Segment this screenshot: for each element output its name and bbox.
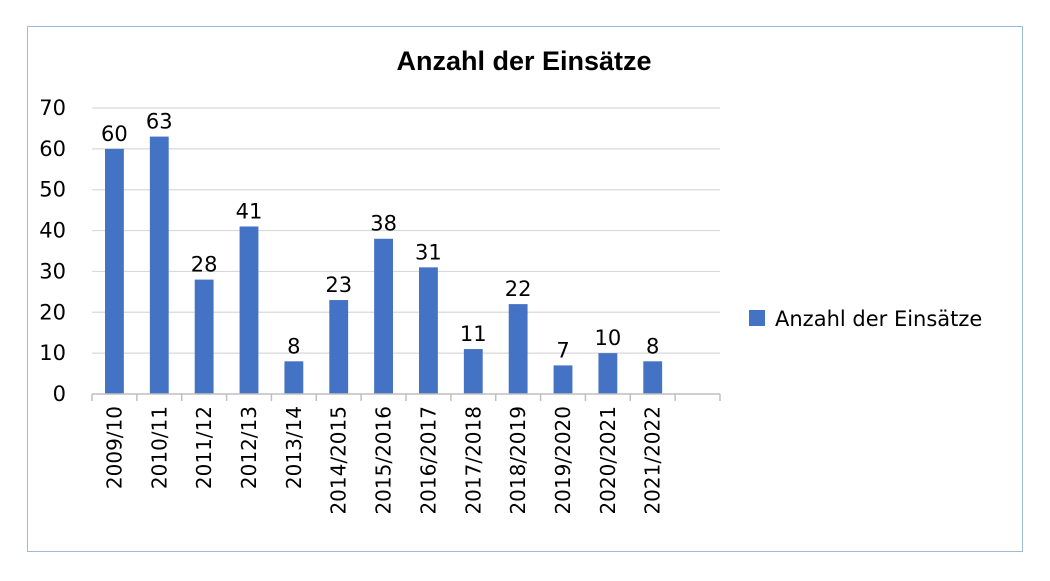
data-label: 10	[594, 326, 621, 350]
bar	[284, 361, 304, 394]
bar	[374, 238, 393, 394]
y-tick-label: 50	[39, 178, 66, 202]
y-tick-label: 70	[39, 96, 66, 120]
data-label: 38	[370, 212, 397, 236]
data-label: 7	[556, 338, 569, 362]
data-label: 8	[287, 334, 300, 358]
x-tick-label: 2020/2021	[596, 406, 620, 515]
x-tick-label: 2013/14	[282, 406, 306, 489]
legend-label: Anzahl der Einsätze	[775, 307, 982, 331]
x-tick-label: 2014/2015	[327, 406, 351, 515]
data-label: 11	[460, 322, 487, 346]
bars: 60 63 28 41 8 23 38 31 11 22 7 10 8	[101, 110, 663, 394]
bar	[329, 300, 349, 394]
data-label: 8	[646, 334, 659, 358]
y-tick-label: 10	[39, 341, 66, 365]
y-tick-label: 60	[39, 137, 66, 161]
bar	[553, 365, 573, 394]
x-tick-label: 2012/13	[237, 406, 261, 489]
x-tick-label: 2010/11	[147, 406, 171, 489]
x-tick-label: 2009/10	[102, 406, 126, 489]
x-tick-label: 2019/2020	[551, 406, 575, 515]
x-tick-label: 2011/12	[192, 406, 216, 489]
x-tick-label: 2015/2016	[372, 406, 396, 515]
bar	[463, 349, 483, 394]
chart-frame	[27, 26, 1023, 552]
legend-swatch	[749, 310, 765, 326]
x-axis: 2009/10 2010/11 2011/12 2012/13 2013/14 2014/…	[91, 393, 721, 515]
y-tick-label: 30	[39, 259, 66, 283]
x-tick-label: 2016/2017	[416, 406, 440, 515]
data-label: 60	[101, 122, 128, 146]
x-tick-label: 2018/2019	[506, 406, 530, 515]
bar	[643, 361, 663, 394]
data-label: 22	[505, 277, 532, 301]
y-tick-label: 0	[53, 382, 66, 406]
legend: Anzahl der Einsätze	[749, 307, 982, 331]
bar	[149, 136, 169, 394]
bar	[419, 267, 438, 394]
y-axis-ticks: 0 10 20 30 40 50 60 70	[39, 96, 66, 406]
bar	[194, 279, 214, 394]
gridlines	[92, 107, 720, 354]
data-label: 28	[191, 253, 218, 277]
data-label: 41	[236, 199, 263, 223]
data-label: 31	[415, 240, 442, 264]
y-tick-label: 40	[39, 219, 66, 243]
data-label: 63	[146, 110, 173, 134]
x-tick-label: 2017/2018	[461, 406, 485, 515]
bar	[105, 148, 124, 394]
bar	[239, 226, 259, 394]
data-label: 23	[325, 273, 352, 297]
bar	[598, 353, 618, 394]
bar	[508, 304, 528, 394]
y-tick-label: 20	[39, 300, 66, 324]
x-tick-label: 2021/2022	[641, 406, 665, 515]
chart-title: Anzahl der Einsätze	[396, 46, 651, 76]
